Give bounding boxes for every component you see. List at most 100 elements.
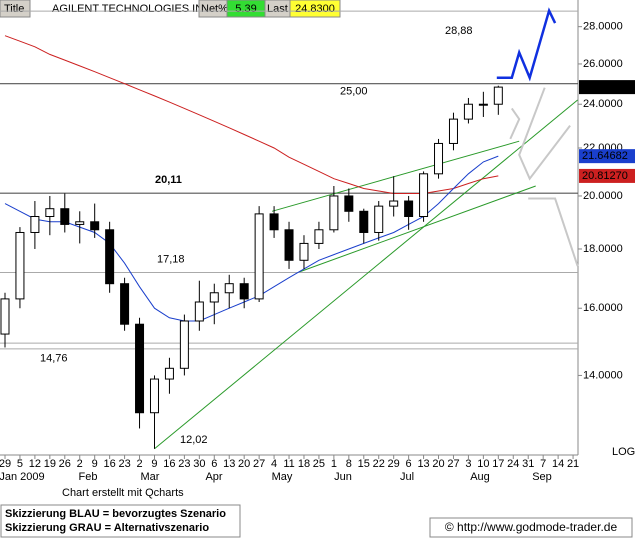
copyright: © http://www.godmode-trader.de	[445, 520, 618, 534]
candle-body	[463, 103, 473, 120]
x-tick-label: 30	[193, 458, 205, 470]
x-tick-label: 18	[298, 458, 310, 470]
title-cell	[0, 0, 31, 18]
x-tick-label: 16	[163, 458, 175, 470]
last-value: 24.8300	[295, 3, 335, 15]
candle-body	[45, 208, 55, 218]
x-tick-label: 9	[92, 458, 98, 470]
y-tick-label: 20.0000	[583, 190, 623, 202]
candle-body	[239, 283, 249, 300]
price-marker	[579, 168, 635, 183]
x-tick-label: 7	[540, 458, 546, 470]
month-label: Aug	[470, 471, 490, 483]
x-tick-label: 15	[358, 458, 370, 470]
x-tick-label: 8	[346, 458, 352, 470]
candle-body	[434, 142, 444, 175]
month-label: Mar	[141, 471, 160, 483]
candle-body	[493, 86, 503, 105]
candle-body	[374, 205, 384, 233]
candle-body	[284, 229, 294, 261]
x-tick-label: 21	[567, 458, 579, 470]
moving-average	[4, 155, 499, 322]
candle-body	[194, 301, 204, 322]
x-tick-label: 24	[507, 458, 519, 470]
candle-body	[389, 200, 399, 207]
net-label: Net%	[201, 3, 228, 15]
x-tick-label: 2	[136, 458, 142, 470]
level-label: 14,76	[40, 353, 68, 365]
level-label: 20,11	[155, 174, 182, 186]
x-tick-label: 1	[331, 458, 337, 470]
title-cell-text: Title	[4, 3, 24, 15]
y-tick-label: 18.0000	[583, 243, 623, 255]
x-tick-label: 26	[59, 458, 71, 470]
candle-body	[179, 320, 189, 369]
candle-body	[149, 378, 159, 414]
price-marker-label: 21.64682	[582, 150, 628, 162]
scenario-path	[528, 197, 579, 267]
x-tick-label: 25	[313, 458, 325, 470]
x-tick-label: 14	[552, 458, 564, 470]
level-label: 28,88	[445, 25, 473, 37]
legend-box	[0, 504, 241, 538]
x-tick-label: 11	[283, 458, 294, 470]
month-label: May	[272, 471, 293, 483]
x-tick-label: 17	[492, 458, 504, 470]
x-tick-label: 2	[77, 458, 83, 470]
x-tick-label: 6	[211, 458, 217, 470]
candle-body	[60, 208, 70, 225]
x-tick-label: 4	[271, 458, 277, 470]
last-label: Last	[267, 3, 288, 15]
candle-body	[30, 216, 40, 233]
y-tick-label: 26.0000	[583, 58, 623, 70]
month-label: Jul	[400, 471, 414, 483]
y-tick-label: 24.0000	[583, 98, 623, 110]
candle-body	[135, 323, 145, 414]
candle-body	[224, 283, 234, 294]
x-tick-label: 13	[223, 458, 235, 470]
x-tick-label: 27	[447, 458, 459, 470]
candle-body	[299, 242, 309, 261]
trendline	[299, 185, 536, 273]
candle-body	[314, 229, 324, 244]
price-marker-label: 24.8300	[582, 81, 622, 93]
candle-body	[120, 283, 130, 325]
x-tick-label: 9	[151, 458, 157, 470]
stock-name: AGILENT TECHNOLOGIES INC	[52, 3, 211, 15]
x-tick-label: 29	[0, 458, 11, 470]
x-tick-label: 5	[17, 458, 23, 470]
level-label: 25,00	[340, 86, 368, 98]
x-tick-label: 20	[238, 458, 250, 470]
candle-body	[164, 367, 174, 380]
month-label: Feb	[79, 471, 98, 483]
trendline	[154, 99, 578, 450]
candle-body	[75, 221, 85, 225]
x-tick-label: 13	[417, 458, 429, 470]
x-tick-label: 22	[373, 458, 385, 470]
candle-body	[478, 103, 488, 106]
x-tick-label: 12	[29, 458, 41, 470]
legend-gray: Skizzierung GRAU = Alternativszenario	[5, 522, 209, 534]
x-tick-label: 29	[388, 458, 400, 470]
candle-body	[15, 231, 25, 300]
trendline	[271, 140, 520, 212]
legend-blue: Skizzierung BLAU = bevorzugtes Szenario	[5, 508, 226, 520]
level-label: 17,18	[157, 253, 185, 265]
x-tick-label: 19	[44, 458, 56, 470]
x-tick-label: 23	[118, 458, 130, 470]
scenario-path	[509, 107, 521, 140]
price-marker-label: 20.81270	[582, 170, 628, 182]
copyright-box	[429, 517, 633, 538]
x-tick-label: 27	[253, 458, 265, 470]
candle-body	[105, 229, 115, 285]
x-tick-label: 3	[465, 458, 471, 470]
month-label: Jan 2009	[0, 471, 45, 483]
scenario-path	[518, 87, 571, 181]
candle-body	[90, 221, 100, 231]
x-tick-label: 31	[522, 458, 534, 470]
x-tick-label: 23	[178, 458, 190, 470]
low-label: 12,02	[180, 434, 208, 446]
x-tick-label: 16	[104, 458, 116, 470]
candle-body	[209, 292, 219, 303]
